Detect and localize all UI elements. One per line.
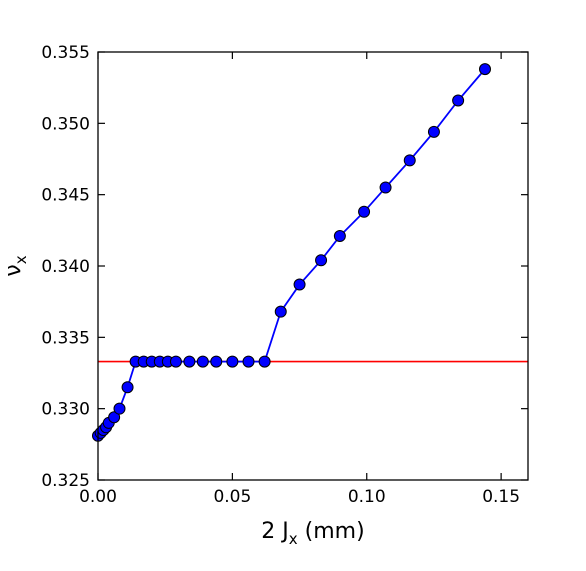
data-point (293, 278, 306, 291)
data-point (169, 355, 182, 368)
data-point (358, 205, 371, 218)
data-point (379, 181, 392, 194)
data-point (274, 305, 287, 318)
x-tick-label: 0.05 (213, 487, 251, 507)
data-point (108, 411, 121, 424)
data-point (258, 355, 271, 368)
y-tick-label: 0.335 (41, 328, 90, 348)
y-tick-label: 0.340 (41, 257, 90, 277)
x-axis-label: 2 Jx (mm) (261, 519, 364, 548)
y-tick-label: 0.355 (41, 43, 90, 63)
plot-area (92, 63, 528, 442)
y-tick-label: 0.350 (41, 114, 90, 134)
y-tick-label: 0.325 (41, 471, 90, 491)
y-tick-label: 0.330 (41, 400, 90, 420)
data-point (333, 230, 346, 243)
axis-ticks (97, 51, 528, 481)
data-point (113, 402, 126, 415)
plot-frame (97, 51, 529, 481)
data-point (242, 355, 255, 368)
axis-labels: 0.00 0.05 0.10 0.15 0.325 0.330 0.335 0.340 0.34… (1, 43, 520, 548)
series-line (97, 68, 486, 437)
x-tick-label: 0.00 (79, 487, 117, 507)
x-tick-label: 0.15 (482, 487, 520, 507)
data-point (479, 63, 491, 76)
data-point (452, 94, 465, 107)
data-point (403, 154, 416, 167)
data-point (427, 125, 440, 138)
data-point (210, 355, 223, 368)
y-axis-label: νx (1, 255, 30, 276)
data-point (183, 355, 196, 368)
data-point (226, 355, 239, 368)
y-tick-label: 0.345 (41, 186, 90, 206)
x-tick-label: 0.10 (348, 487, 386, 507)
data-point (315, 254, 328, 267)
data-point (121, 381, 134, 394)
data-point (196, 355, 209, 368)
